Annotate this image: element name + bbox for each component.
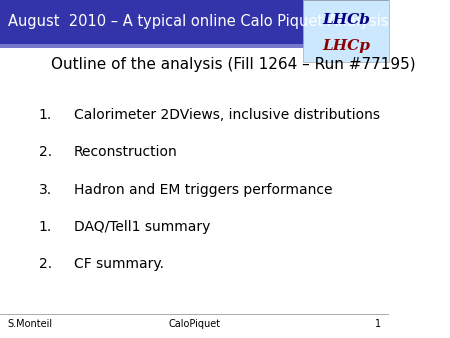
Text: LHCp: LHCp: [322, 39, 370, 53]
FancyBboxPatch shape: [0, 0, 389, 44]
Text: S.Monteil: S.Monteil: [8, 319, 53, 330]
FancyBboxPatch shape: [303, 0, 389, 62]
Text: 2.: 2.: [39, 145, 52, 159]
Text: LHCb: LHCb: [322, 13, 370, 27]
Text: 1: 1: [375, 319, 381, 330]
Text: 1.: 1.: [39, 108, 52, 122]
Text: Reconstruction: Reconstruction: [74, 145, 178, 159]
Text: 1.: 1.: [39, 220, 52, 234]
Text: Hadron and EM triggers performance: Hadron and EM triggers performance: [74, 183, 333, 196]
Text: DAQ/Tell1 summary: DAQ/Tell1 summary: [74, 220, 210, 234]
Text: Outline of the analysis (Fill 1264 – Run #77195): Outline of the analysis (Fill 1264 – Run…: [50, 57, 415, 72]
Text: Calorimeter 2DViews, inclusive distributions: Calorimeter 2DViews, inclusive distribut…: [74, 108, 380, 122]
Text: August  2010 – A typical online Calo Piquet Analysis -: August 2010 – A typical online Calo Piqu…: [8, 15, 398, 29]
FancyBboxPatch shape: [0, 44, 389, 48]
Text: CF summary.: CF summary.: [74, 257, 164, 271]
Text: 3.: 3.: [39, 183, 52, 196]
Text: CaloPiquet: CaloPiquet: [168, 319, 220, 330]
Text: 2.: 2.: [39, 257, 52, 271]
